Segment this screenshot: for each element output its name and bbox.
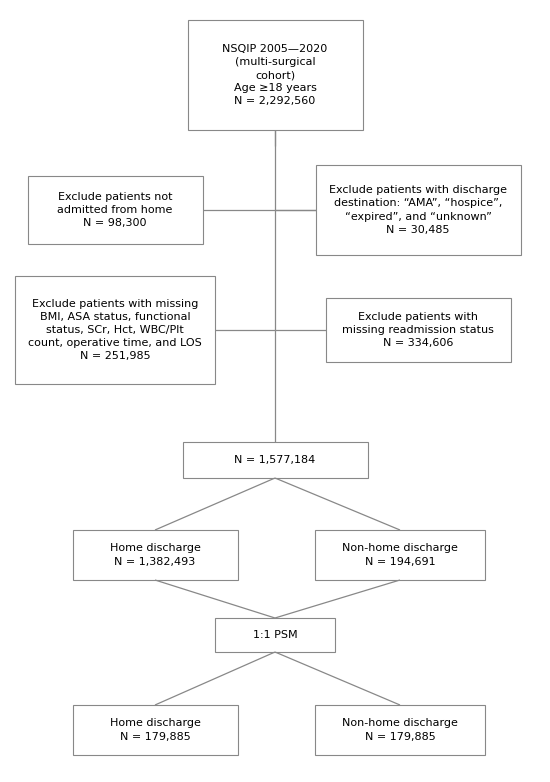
Text: Exclude patients with discharge
destination: “AMA”, “hospice”,
“expired”, and “u: Exclude patients with discharge destinat… [329, 185, 507, 235]
Bar [215, 618, 335, 652]
Bar [188, 20, 362, 130]
Text: 1:1 PSM: 1:1 PSM [252, 630, 298, 640]
Text: Home discharge
N = 1,382,493: Home discharge N = 1,382,493 [109, 543, 200, 567]
Bar [15, 276, 215, 384]
Bar [315, 705, 485, 755]
Bar [28, 176, 202, 244]
Text: Non-home discharge
N = 179,885: Non-home discharge N = 179,885 [342, 719, 458, 741]
Bar [316, 165, 520, 255]
Text: N = 1,577,184: N = 1,577,184 [234, 455, 316, 465]
Bar [73, 530, 238, 580]
Bar [326, 298, 510, 362]
Text: Exclude patients with missing
BMI, ASA status, functional
status, SCr, Hct, WBC/: Exclude patients with missing BMI, ASA s… [28, 299, 202, 361]
Bar [315, 530, 485, 580]
Text: Exclude patients with
missing readmission status
N = 334,606: Exclude patients with missing readmissio… [342, 312, 494, 348]
Bar [183, 442, 367, 478]
Text: Exclude patients not
admitted from home
N = 98,300: Exclude patients not admitted from home … [57, 192, 173, 228]
Text: Non-home discharge
N = 194,691: Non-home discharge N = 194,691 [342, 543, 458, 567]
Text: Home discharge
N = 179,885: Home discharge N = 179,885 [109, 719, 200, 741]
Text: NSQIP 2005—2020
(multi-surgical
cohort)
Age ≥18 years
N = 2,292,560: NSQIP 2005—2020 (multi-surgical cohort) … [222, 44, 328, 106]
Bar [73, 705, 238, 755]
